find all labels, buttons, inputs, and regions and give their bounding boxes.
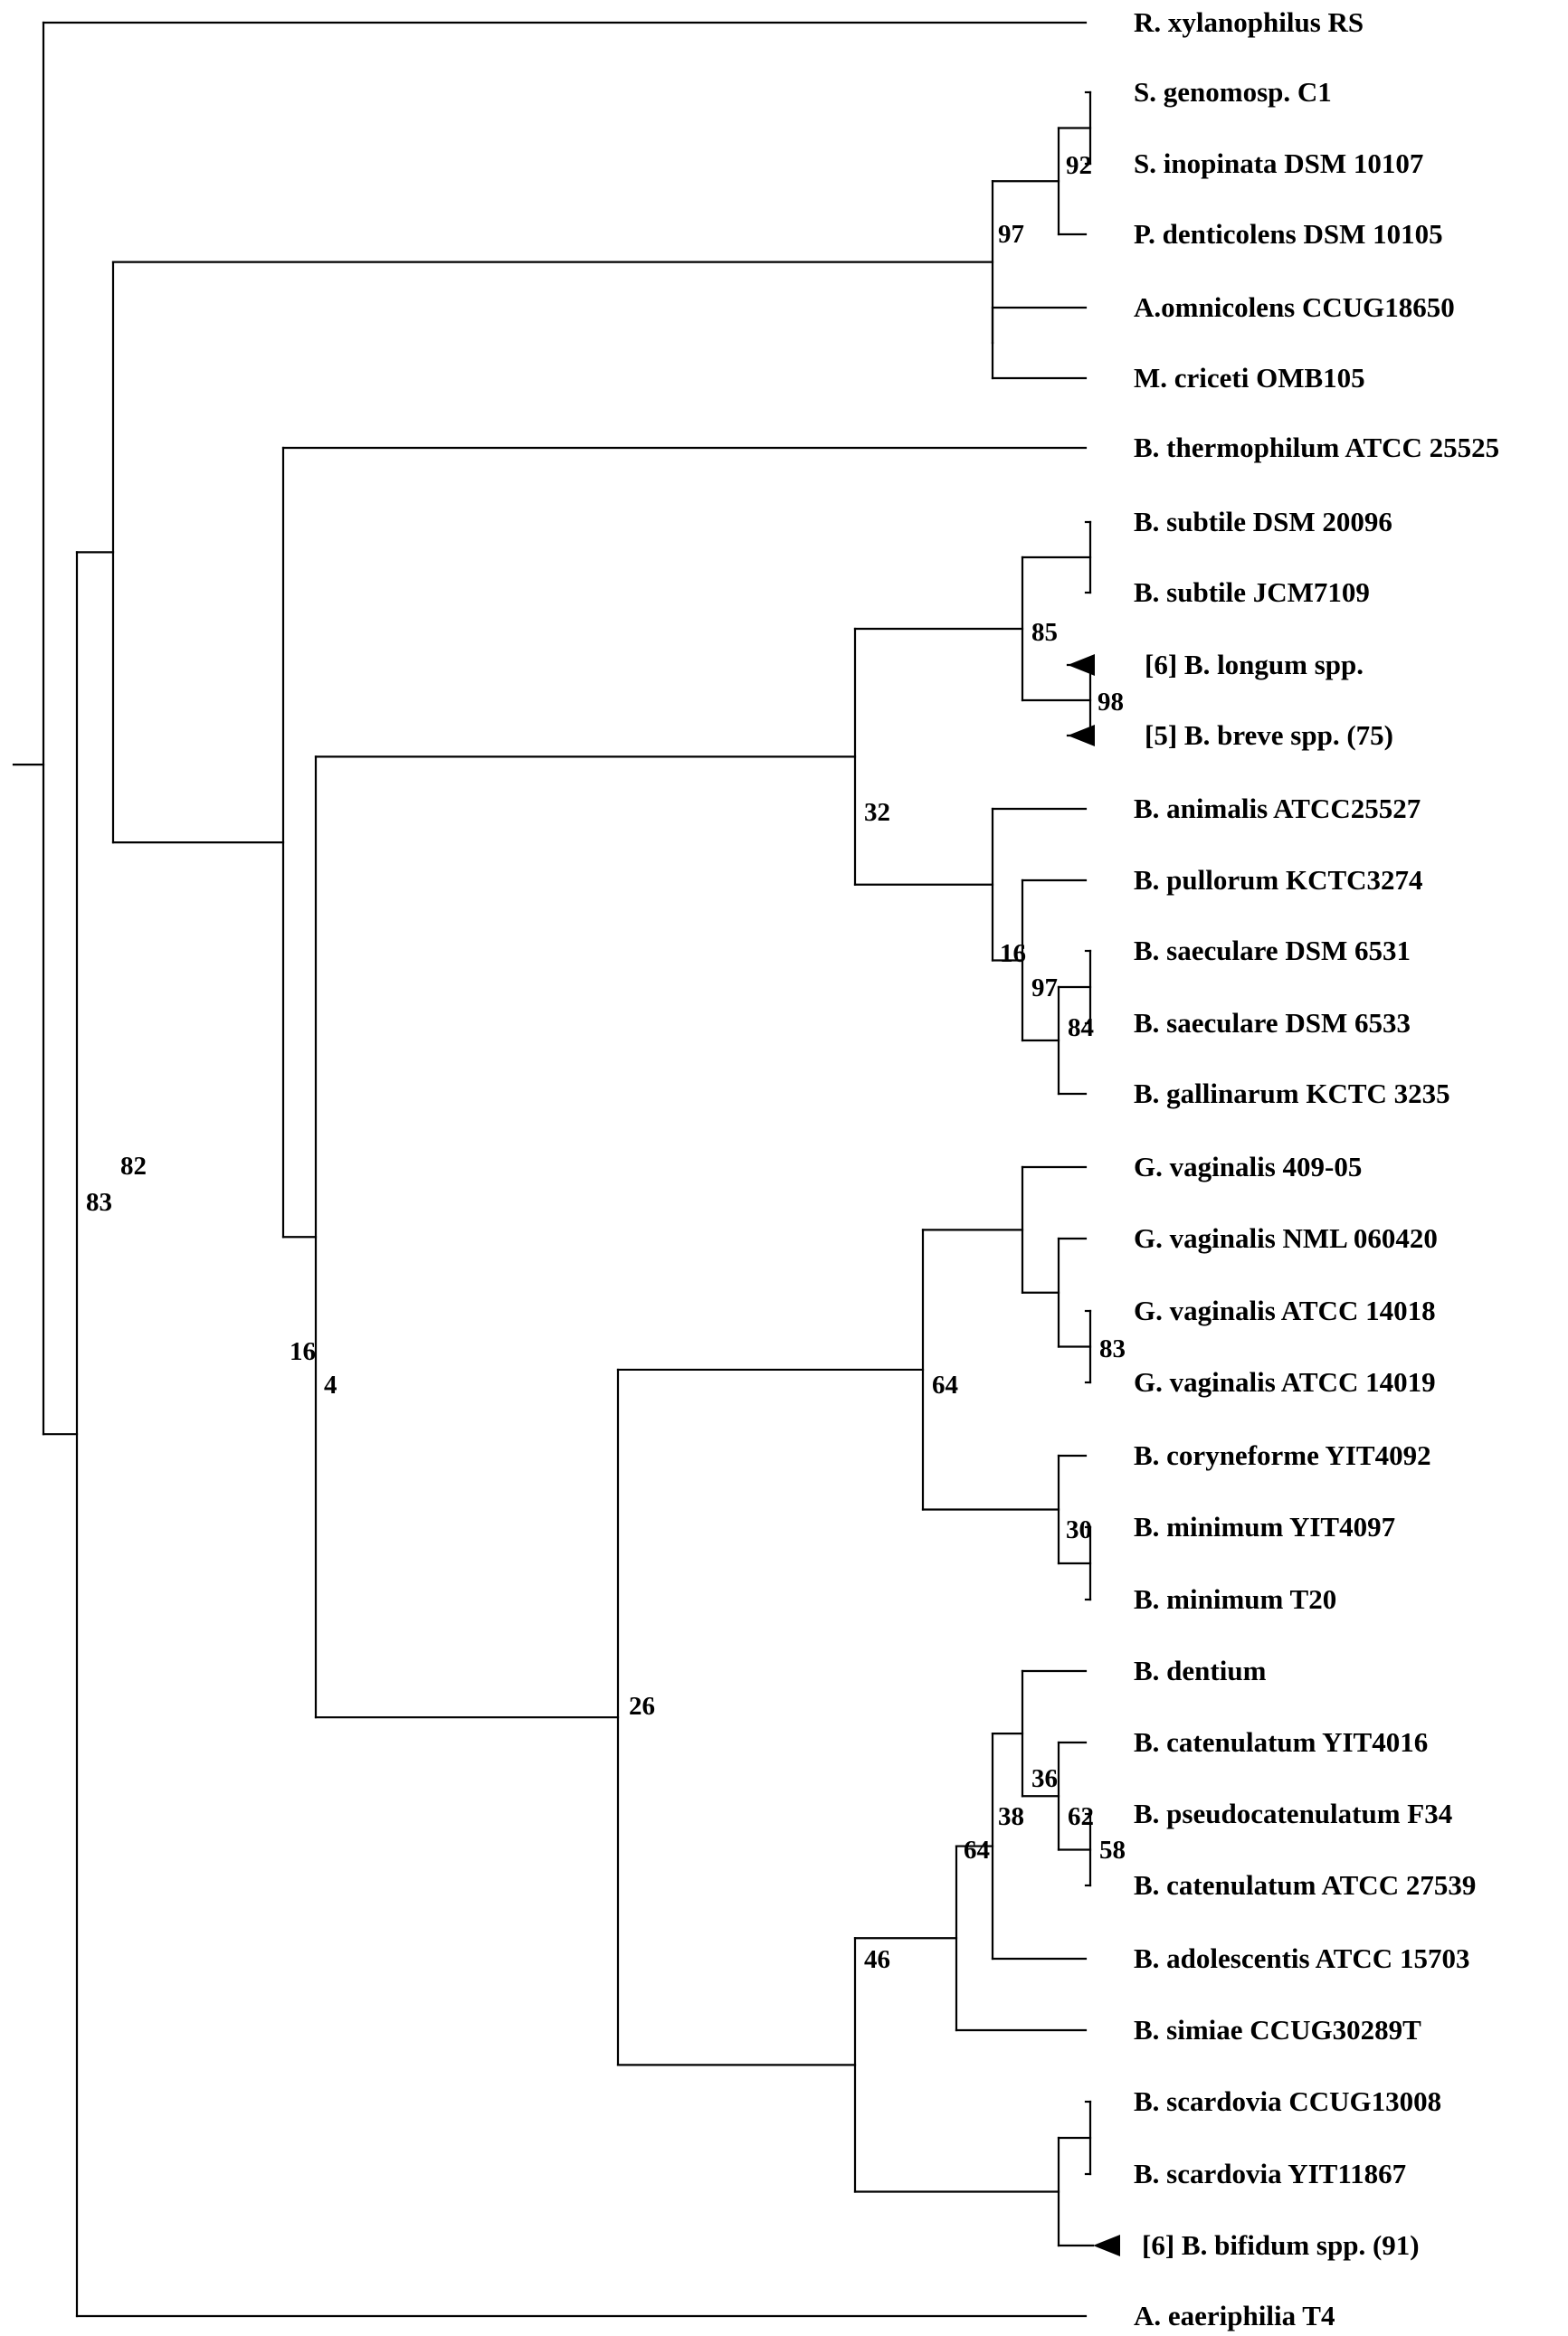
support-values: 9297859832169784833064366258386446264168… bbox=[86, 151, 1126, 1974]
taxon-label: S. inopinata DSM 10107 bbox=[1134, 147, 1423, 179]
bootstrap-support-value: 62 bbox=[1068, 1802, 1094, 1831]
bootstrap-support-value: 92 bbox=[1066, 151, 1092, 180]
taxon-label: [6] B. bifidum spp. (91) bbox=[1142, 2229, 1420, 2261]
taxon-label: A.omnicolens CCUG18650 bbox=[1134, 291, 1455, 323]
tree-branches bbox=[12, 21, 1120, 2318]
taxon-label: B. scardovia CCUG13008 bbox=[1134, 2085, 1441, 2117]
taxon-label: G. vaginalis ATCC 14019 bbox=[1134, 1366, 1436, 1398]
taxon-label: [5] B. breve spp. (75) bbox=[1145, 719, 1393, 751]
taxon-label: B. thermophilum ATCC 25525 bbox=[1134, 432, 1499, 463]
taxon-label: B. saeculare DSM 6533 bbox=[1134, 1007, 1411, 1039]
taxon-label: S. genomosp. C1 bbox=[1134, 76, 1332, 108]
taxon-label: [6] B. longum spp. bbox=[1145, 649, 1364, 680]
taxon-label: B. minimum YIT4097 bbox=[1134, 1511, 1395, 1543]
taxon-label: B. saeculare DSM 6531 bbox=[1134, 935, 1411, 966]
taxon-label: G. vaginalis NML 060420 bbox=[1134, 1222, 1438, 1254]
bootstrap-support-value: 97 bbox=[998, 220, 1024, 249]
bootstrap-support-value: 98 bbox=[1098, 688, 1124, 717]
bootstrap-support-value: 97 bbox=[1031, 973, 1058, 1002]
taxon-label: R. xylanophilus RS bbox=[1134, 6, 1364, 38]
taxon-label: B. gallinarum KCTC 3235 bbox=[1134, 1078, 1450, 1109]
taxon-label: P. denticolens DSM 10105 bbox=[1134, 218, 1443, 250]
bootstrap-support-value: 64 bbox=[932, 1371, 958, 1400]
taxon-label: B. scardovia YIT11867 bbox=[1134, 2158, 1406, 2189]
taxon-label: B. coryneforme YIT4092 bbox=[1134, 1439, 1431, 1471]
bootstrap-support-value: 32 bbox=[864, 798, 890, 827]
bootstrap-support-value: 84 bbox=[1068, 1013, 1094, 1042]
bootstrap-support-value: 64 bbox=[964, 1836, 990, 1865]
bootstrap-support-value: 58 bbox=[1099, 1836, 1126, 1865]
taxon-label: B. pseudocatenulatum F34 bbox=[1134, 1798, 1452, 1829]
taxon-label: B. animalis ATCC25527 bbox=[1134, 793, 1421, 824]
taxon-label: B. simiae CCUG30289T bbox=[1134, 2014, 1421, 2046]
taxon-label: B. catenulatum YIT4016 bbox=[1134, 1726, 1428, 1758]
bootstrap-support-value: 16 bbox=[1000, 939, 1026, 968]
taxon-label: B. minimum T20 bbox=[1134, 1583, 1336, 1615]
taxon-label: B. catenulatum ATCC 27539 bbox=[1134, 1869, 1476, 1901]
bootstrap-support-value: 4 bbox=[324, 1371, 337, 1400]
taxon-label: B. pullorum KCTC3274 bbox=[1134, 864, 1423, 896]
bootstrap-support-value: 38 bbox=[998, 1802, 1024, 1831]
bootstrap-support-value: 46 bbox=[864, 1945, 890, 1974]
taxon-label: B. subtile DSM 20096 bbox=[1134, 506, 1392, 537]
taxon-labels: R. xylanophilus RS S. genomosp. C1 S. inop… bbox=[1134, 6, 1499, 2331]
bootstrap-support-value: 16 bbox=[290, 1337, 316, 1366]
collapsed-clade-triangle bbox=[1093, 2235, 1120, 2256]
bootstrap-support-value: 85 bbox=[1031, 618, 1058, 647]
bootstrap-support-value: 83 bbox=[86, 1188, 112, 1217]
taxon-label: M. criceti OMB105 bbox=[1134, 362, 1365, 394]
bootstrap-support-value: 83 bbox=[1099, 1334, 1126, 1363]
bootstrap-support-value: 30 bbox=[1066, 1515, 1092, 1544]
collapsed-clade-triangle bbox=[1068, 725, 1095, 746]
taxon-label: A. eaeriphilia T4 bbox=[1134, 2300, 1335, 2331]
taxon-label: G. vaginalis 409-05 bbox=[1134, 1151, 1362, 1182]
bootstrap-support-value: 26 bbox=[629, 1692, 655, 1721]
bootstrap-support-value: 82 bbox=[120, 1152, 147, 1181]
taxon-label: B. subtile JCM7109 bbox=[1134, 576, 1370, 608]
taxon-label: B. dentium bbox=[1134, 1655, 1267, 1686]
bootstrap-support-value: 36 bbox=[1031, 1764, 1058, 1793]
taxon-label: G. vaginalis ATCC 14018 bbox=[1134, 1295, 1436, 1326]
collapsed-clade-triangle bbox=[1068, 654, 1095, 676]
taxon-label: B. adolescentis ATCC 15703 bbox=[1134, 1942, 1469, 1974]
